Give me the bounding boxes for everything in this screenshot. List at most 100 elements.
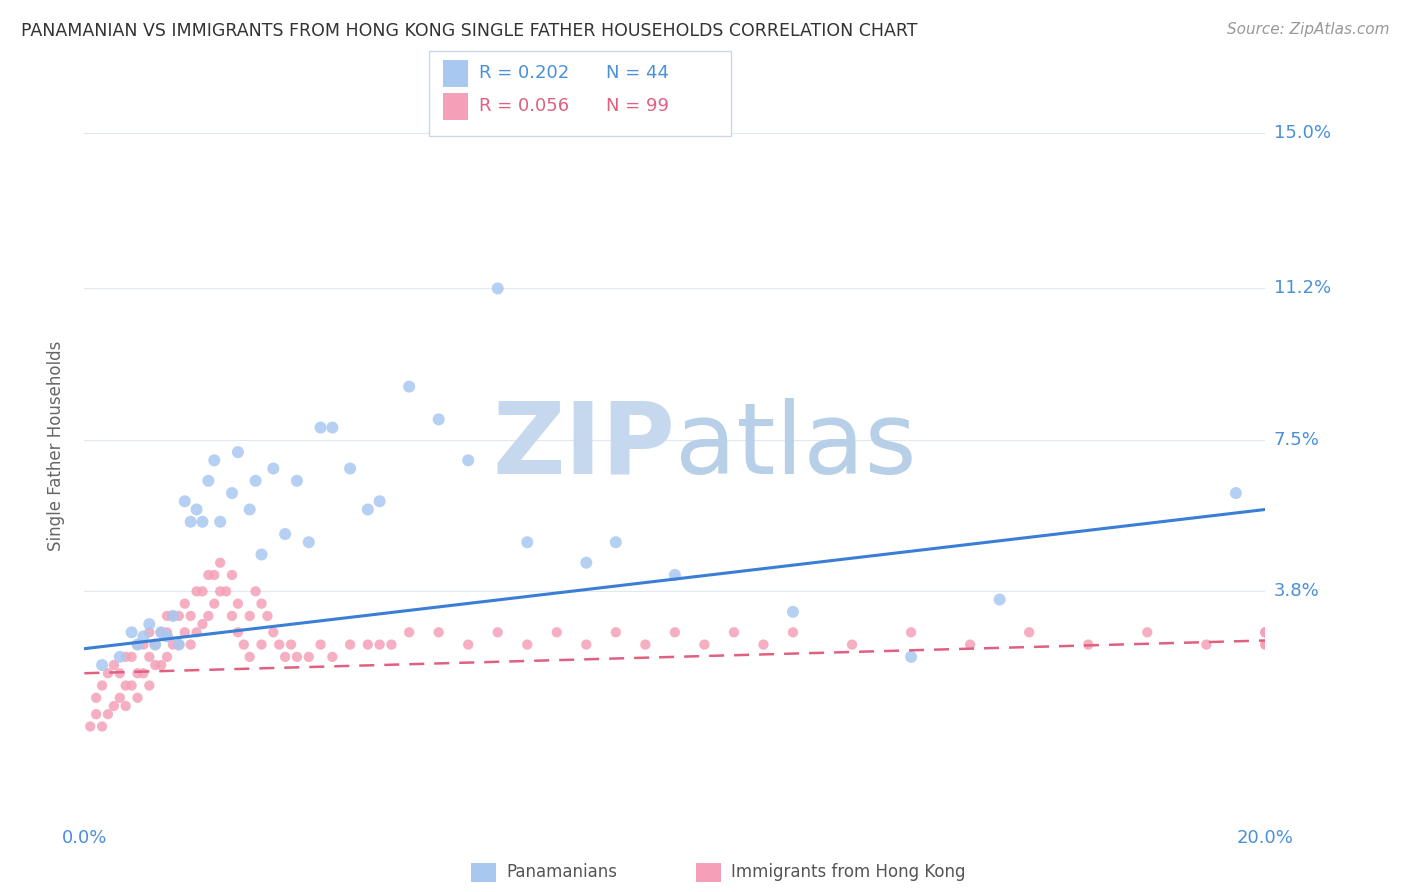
Text: 3.8%: 3.8%	[1274, 582, 1319, 600]
Point	[162, 638, 184, 652]
Point	[186, 584, 208, 599]
Point	[138, 679, 160, 693]
Point	[103, 698, 125, 713]
Point	[1136, 625, 1159, 640]
Point	[108, 666, 131, 681]
Point	[250, 597, 273, 611]
Point	[988, 592, 1011, 607]
Point	[486, 281, 509, 295]
Point	[79, 719, 101, 733]
Point	[321, 420, 343, 434]
Point	[1195, 638, 1218, 652]
Point	[156, 629, 179, 643]
Point	[457, 638, 479, 652]
Point	[245, 474, 267, 488]
Point	[575, 638, 598, 652]
Point	[250, 548, 273, 562]
Point	[132, 666, 155, 681]
Point	[357, 638, 380, 652]
Point	[262, 625, 284, 640]
Text: 11.2%: 11.2%	[1274, 279, 1331, 297]
Point	[357, 502, 380, 516]
Text: N = 44: N = 44	[606, 64, 669, 82]
Point	[91, 719, 114, 733]
Point	[664, 625, 686, 640]
Point	[575, 556, 598, 570]
Point	[269, 638, 291, 652]
Point	[191, 515, 214, 529]
Point	[457, 453, 479, 467]
Point	[127, 666, 149, 681]
Point	[1254, 625, 1277, 640]
Point	[138, 617, 160, 632]
Point	[239, 649, 262, 664]
Point	[1254, 625, 1277, 640]
Point	[197, 608, 219, 623]
Point	[156, 625, 179, 640]
Text: R = 0.202: R = 0.202	[479, 64, 569, 82]
Point	[368, 494, 391, 508]
Point	[202, 597, 225, 611]
Point	[156, 608, 179, 623]
Point	[84, 707, 107, 722]
Point	[516, 638, 538, 652]
Point	[339, 461, 361, 475]
Point	[226, 625, 249, 640]
Point	[202, 453, 225, 467]
Point	[285, 649, 308, 664]
Point	[127, 690, 149, 705]
Point	[900, 649, 922, 664]
Point	[664, 568, 686, 582]
Point	[108, 649, 131, 664]
Point	[1018, 625, 1040, 640]
Point	[1077, 638, 1099, 652]
Point	[132, 638, 155, 652]
Point	[398, 625, 420, 640]
Point	[209, 556, 232, 570]
Point	[121, 625, 143, 640]
Text: 15.0%: 15.0%	[1274, 124, 1330, 142]
Point	[239, 502, 262, 516]
Point	[127, 638, 149, 652]
Point	[103, 658, 125, 673]
Point	[150, 625, 173, 640]
Point	[202, 568, 225, 582]
Point	[162, 608, 184, 623]
Point	[634, 638, 657, 652]
Point	[197, 568, 219, 582]
Point	[959, 638, 981, 652]
Point	[321, 649, 343, 664]
Text: 7.5%: 7.5%	[1274, 431, 1320, 449]
Text: Source: ZipAtlas.com: Source: ZipAtlas.com	[1226, 22, 1389, 37]
Text: Immigrants from Hong Kong: Immigrants from Hong Kong	[731, 863, 966, 881]
Point	[186, 625, 208, 640]
Point	[723, 625, 745, 640]
Point	[143, 658, 166, 673]
Point	[486, 625, 509, 640]
Point	[398, 379, 420, 393]
Point	[298, 535, 321, 549]
Point	[186, 502, 208, 516]
Point	[693, 638, 716, 652]
Point	[221, 486, 243, 500]
Point	[605, 625, 627, 640]
Point	[841, 638, 863, 652]
Point	[150, 625, 173, 640]
Text: Panamanians: Panamanians	[506, 863, 617, 881]
Point	[516, 535, 538, 549]
Point	[1254, 638, 1277, 652]
Point	[91, 679, 114, 693]
Text: ZIP: ZIP	[492, 398, 675, 494]
Point	[167, 638, 190, 652]
Point	[368, 638, 391, 652]
Point	[162, 608, 184, 623]
Point	[782, 625, 804, 640]
Point	[298, 649, 321, 664]
Point	[167, 638, 190, 652]
Point	[339, 638, 361, 652]
Point	[209, 515, 232, 529]
Point	[221, 608, 243, 623]
Point	[167, 608, 190, 623]
Point	[173, 597, 195, 611]
Point	[150, 658, 173, 673]
